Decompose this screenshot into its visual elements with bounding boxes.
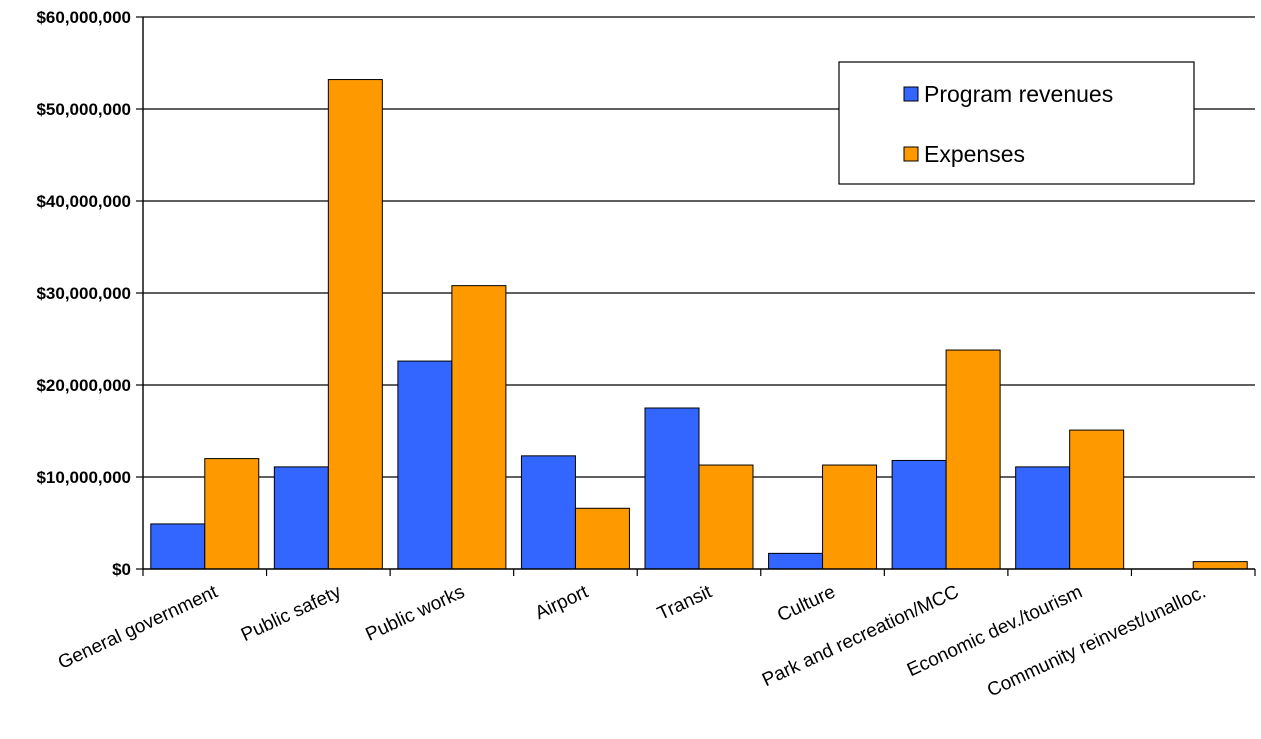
bar-program-revenues-public-works: [397, 360, 453, 570]
x-tick-label: Public safety: [238, 581, 345, 646]
bar-expenses-economic-dev-tourism: [1069, 429, 1125, 570]
x-tick-label: Community reinvest/unalloc.: [984, 581, 1209, 701]
y-axis-ticks: $0 $10,000,000 $20,000,000 $30,000,000 $40,0…: [36, 8, 143, 579]
bar-program-revenues-transit: [644, 407, 700, 570]
bar-expenses-public-works: [451, 285, 507, 570]
bar-program-revenues-culture: [768, 552, 824, 570]
legend-label-expenses: Expenses: [924, 141, 1025, 167]
bar-expenses-community-reinvest-unalloc: [1192, 561, 1248, 570]
y-tick-label: $20,000,000: [36, 376, 131, 395]
legend-swatch-program-revenues: [903, 86, 919, 102]
x-axis-ticks: General government Public safety Public wo…: [55, 569, 1256, 701]
bar-expenses-airport: [574, 507, 630, 570]
bar-program-revenues-park-and-recreation-mcc: [891, 459, 947, 570]
bar-program-revenues-general-government: [150, 523, 206, 570]
bar-expenses-public-safety: [327, 79, 383, 570]
legend-label-program-revenues: Program revenues: [924, 81, 1113, 107]
legend: Program revenues Expenses: [838, 61, 1195, 185]
bar-expenses-park-and-recreation-mcc: [945, 349, 1001, 570]
bar-expenses-transit: [698, 464, 754, 570]
y-tick-label: $0: [112, 560, 131, 579]
y-tick-label: $50,000,000: [36, 100, 131, 119]
x-tick-label: Public works: [362, 581, 468, 645]
y-tick-label: $40,000,000: [36, 192, 131, 211]
x-tick-label: Airport: [532, 581, 592, 624]
x-tick-label: Culture: [774, 581, 838, 626]
bar-program-revenues-economic-dev-tourism: [1015, 466, 1071, 570]
x-tick-label: Park and recreation/MCC: [759, 581, 962, 691]
bars-group: [150, 79, 1248, 570]
x-tick-label: Transit: [654, 581, 716, 625]
legend-swatch-expenses: [903, 146, 919, 162]
bar-expenses-general-government: [204, 458, 260, 570]
y-tick-label: $10,000,000: [36, 468, 131, 487]
bar-expenses-culture: [822, 464, 878, 570]
legend-box: [838, 61, 1195, 185]
bar-program-revenues-airport: [520, 455, 576, 570]
y-tick-label: $60,000,000: [36, 8, 131, 27]
bar-program-revenues-public-safety: [273, 466, 329, 570]
y-tick-label: $30,000,000: [36, 284, 131, 303]
x-tick-label: General government: [55, 581, 222, 674]
